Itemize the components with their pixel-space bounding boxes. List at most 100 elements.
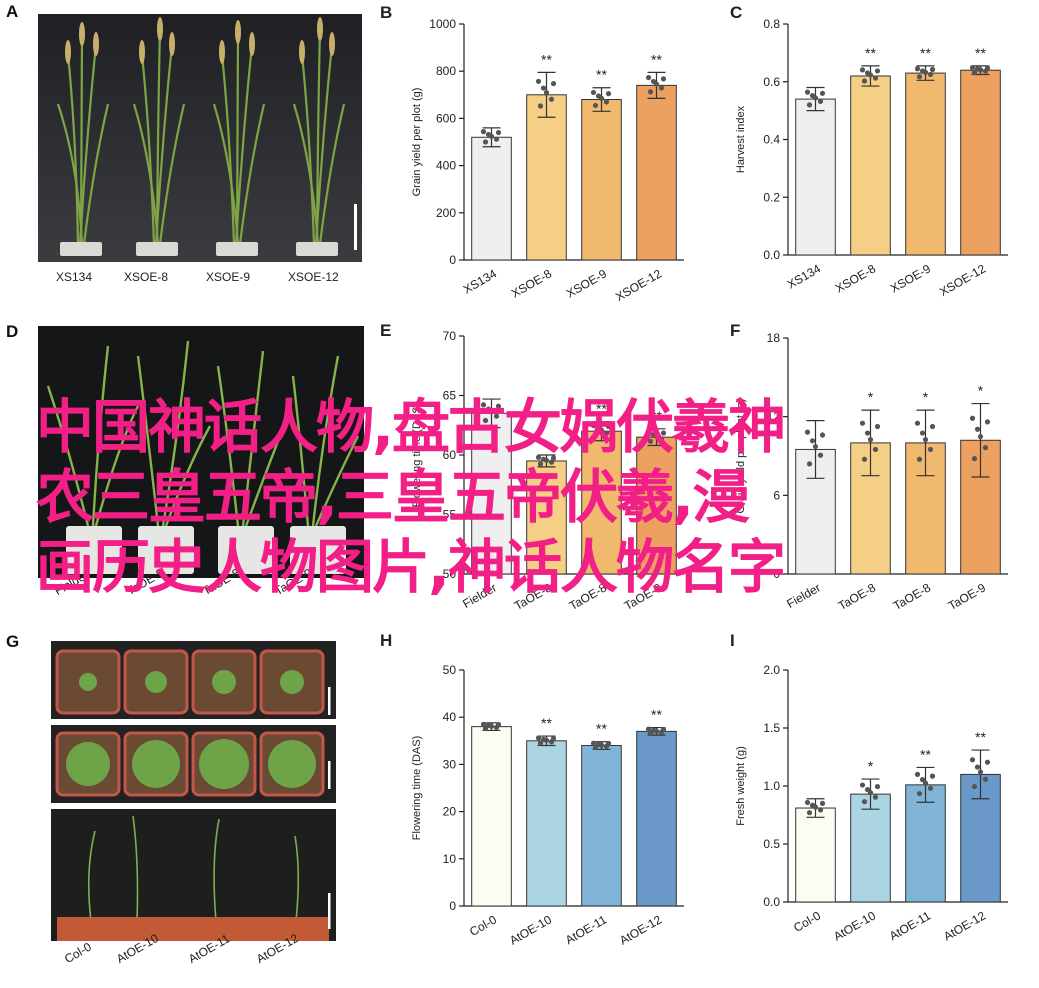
y-tick-label: 20 bbox=[443, 805, 457, 819]
y-tick-label: 2.0 bbox=[763, 663, 780, 677]
bar bbox=[636, 730, 677, 907]
data-point bbox=[605, 741, 612, 747]
bar bbox=[526, 94, 567, 261]
data-point bbox=[592, 102, 599, 109]
data-point bbox=[927, 446, 934, 453]
data-point bbox=[874, 783, 881, 790]
data-point bbox=[812, 804, 819, 810]
data-point bbox=[861, 799, 868, 805]
data-point bbox=[493, 136, 500, 142]
data-point bbox=[495, 129, 502, 136]
chart-flowering-time-arabidopsis: H 0 10 20 30 40 50 Flowering time (DAS) Col-0 ** A… bbox=[380, 631, 684, 948]
significance-label: ** bbox=[541, 51, 552, 67]
y-tick-label: 30 bbox=[443, 757, 457, 771]
data-point bbox=[916, 790, 923, 797]
y-tick-label: 0.0 bbox=[763, 895, 780, 909]
data-point bbox=[590, 740, 597, 746]
y-tick-label: 400 bbox=[436, 159, 456, 173]
data-point bbox=[806, 102, 813, 108]
data-point bbox=[914, 66, 921, 72]
data-point bbox=[867, 437, 874, 443]
bar bbox=[581, 430, 622, 575]
y-axis-label: Harvest index bbox=[735, 105, 747, 173]
y-tick-label: 60 bbox=[443, 448, 457, 462]
data-point bbox=[861, 456, 868, 462]
overlay-caption: 中国神话人物,盘古女娲伏羲神 农三皇五帝,三皇五帝伏羲,漫 画历史人物图片,神话… bbox=[36, 392, 1036, 602]
y-tick-label: 1000 bbox=[429, 17, 456, 31]
data-point bbox=[914, 771, 921, 777]
data-point bbox=[969, 757, 976, 763]
data-point bbox=[817, 452, 824, 458]
wheat-plants-photo bbox=[38, 326, 364, 578]
data-point bbox=[480, 721, 487, 727]
data-point bbox=[598, 427, 605, 433]
bar bbox=[850, 793, 891, 903]
data-point bbox=[819, 90, 826, 96]
data-point bbox=[984, 419, 991, 425]
photo-label: Col-0 bbox=[62, 939, 94, 967]
data-point bbox=[872, 75, 879, 81]
data-point bbox=[660, 76, 667, 82]
y-axis-label: Flowering time (DAS) bbox=[411, 403, 423, 508]
y-axis-label: Grain yield per plant (g) bbox=[735, 399, 747, 514]
data-point bbox=[804, 429, 811, 435]
data-point bbox=[867, 72, 874, 78]
panel-letter-a: A bbox=[6, 2, 19, 21]
data-point bbox=[645, 74, 652, 81]
y-tick-label: 12 bbox=[767, 410, 781, 424]
data-point bbox=[660, 726, 667, 733]
overlay-line: 农三皇五帝,三皇五帝伏羲,漫 bbox=[36, 463, 750, 531]
data-point bbox=[982, 445, 989, 451]
data-point bbox=[535, 454, 542, 460]
data-point bbox=[590, 89, 597, 96]
data-point bbox=[645, 429, 652, 435]
data-point bbox=[819, 432, 826, 438]
data-point bbox=[537, 740, 544, 746]
significance-label: ** bbox=[975, 45, 986, 61]
bar bbox=[905, 72, 946, 256]
data-point bbox=[974, 764, 981, 770]
data-point bbox=[929, 66, 936, 73]
data-point bbox=[548, 96, 555, 102]
panel-letter: H bbox=[380, 631, 392, 650]
y-tick-label: 1.0 bbox=[763, 779, 780, 793]
data-point bbox=[495, 403, 502, 409]
data-point bbox=[984, 759, 991, 765]
category-label: AtOE-12 bbox=[941, 908, 988, 943]
rice-plants-photo bbox=[38, 14, 362, 262]
arabidopsis-photo bbox=[51, 641, 336, 941]
bar bbox=[905, 784, 946, 903]
data-point bbox=[861, 78, 868, 84]
data-point bbox=[812, 443, 819, 450]
significance-label: ** bbox=[596, 67, 607, 83]
significance-label: ** bbox=[596, 401, 607, 417]
data-point bbox=[495, 722, 502, 728]
data-point bbox=[605, 423, 612, 430]
category-label: XSOE-9 bbox=[564, 266, 609, 300]
y-tick-label: 0 bbox=[449, 253, 456, 267]
significance-label: ** bbox=[975, 729, 986, 745]
data-point bbox=[971, 69, 978, 75]
data-point bbox=[859, 420, 866, 426]
panel-letter-d: D bbox=[6, 322, 19, 341]
data-point bbox=[603, 99, 610, 105]
y-tick-label: 0 bbox=[449, 899, 456, 913]
data-point bbox=[817, 807, 824, 813]
data-point bbox=[819, 800, 826, 806]
y-tick-label: 40 bbox=[443, 710, 457, 724]
data-point bbox=[872, 794, 879, 800]
significance-label: ** bbox=[651, 408, 662, 424]
category-label: AtOE-11 bbox=[887, 908, 933, 943]
significance-label: ** bbox=[920, 45, 931, 61]
bar bbox=[471, 136, 512, 261]
data-point bbox=[537, 461, 544, 467]
y-tick-label: 0.5 bbox=[763, 837, 780, 851]
data-point bbox=[590, 422, 597, 429]
significance-label: ** bbox=[651, 51, 662, 67]
data-point bbox=[653, 81, 660, 87]
category-label: XSOE-12 bbox=[937, 261, 988, 299]
data-point bbox=[859, 782, 866, 788]
bar bbox=[526, 460, 567, 575]
category-label: XSOE-9 bbox=[888, 261, 933, 295]
